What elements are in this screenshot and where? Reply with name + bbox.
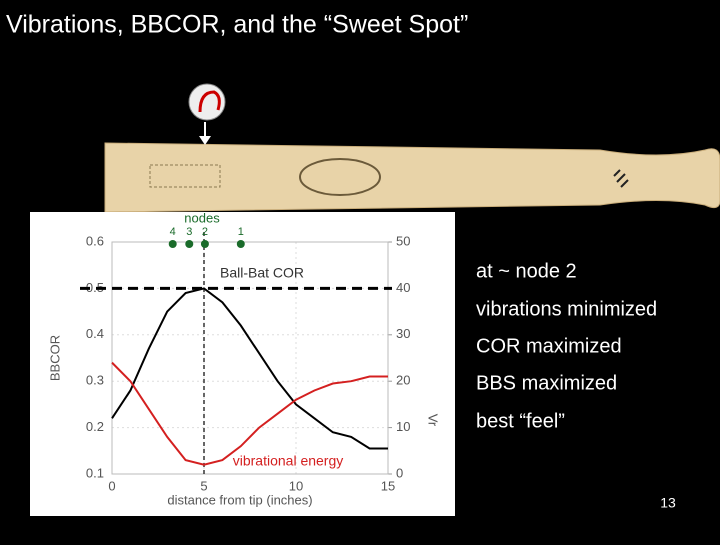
x-tick-label: 15 [381, 478, 395, 493]
series-label: vibrational energy [233, 453, 344, 469]
bat-illustration [104, 142, 720, 213]
series-label: Ball-Bat COR [220, 265, 304, 281]
node-label: 4 [170, 226, 176, 238]
node-marker [200, 240, 209, 248]
y2-tick-label: 10 [396, 419, 410, 434]
node-marker [185, 240, 194, 248]
bullet: at ~ node 2 [476, 260, 577, 282]
y-tick-label: 0.1 [86, 465, 104, 480]
node-label: 1 [238, 226, 244, 238]
y-tick-label: 0.5 [86, 280, 104, 295]
y2-tick-label: 30 [396, 326, 410, 341]
bullet: BBS maximized [476, 372, 617, 394]
y2-tick-label: 0 [396, 465, 403, 480]
nodes-label: nodes [184, 210, 220, 225]
node-marker [168, 240, 177, 248]
node-label: 2 [202, 226, 208, 238]
plot-frame [111, 241, 389, 475]
node-label: 3 [186, 226, 192, 238]
y-axis-label: BBCOR [47, 335, 62, 381]
ball-illustration [188, 83, 226, 145]
x-tick-label: 5 [200, 478, 207, 493]
y2-tick-label: 50 [396, 233, 410, 248]
node-marker [236, 240, 245, 248]
y2-axis-label: Vr [426, 414, 441, 427]
y-tick-label: 0.2 [86, 419, 104, 434]
slide-title: Vibrations, BBCOR, and the “Sweet Spot” [6, 11, 468, 39]
y-tick-label: 0.4 [86, 326, 104, 341]
bullet: vibrations minimized [476, 298, 657, 320]
y-tick-label: 0.3 [86, 373, 104, 388]
y-tick-label: 0.6 [86, 233, 104, 248]
x-tick-label: 0 [108, 478, 115, 493]
bullet: COR maximized [476, 335, 622, 357]
series-line [111, 361, 388, 466]
y2-tick-label: 40 [396, 280, 410, 295]
y2-tick-label: 20 [396, 373, 410, 388]
series-line [111, 287, 388, 450]
page-number: 13 [660, 495, 676, 511]
bullet: best “feel” [476, 410, 565, 432]
x-tick-label: 10 [289, 478, 303, 493]
chart-panel [30, 212, 455, 516]
x-axis-label: distance from tip (inches) [167, 492, 312, 507]
